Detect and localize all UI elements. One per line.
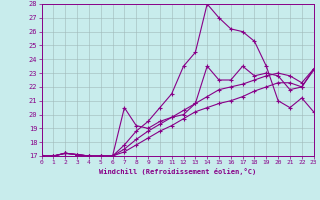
X-axis label: Windchill (Refroidissement éolien,°C): Windchill (Refroidissement éolien,°C): [99, 168, 256, 175]
